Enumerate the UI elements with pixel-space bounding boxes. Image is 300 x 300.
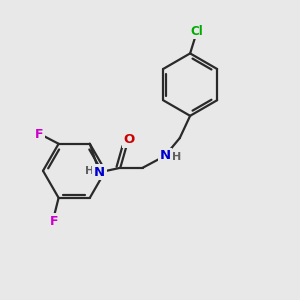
Text: N: N bbox=[159, 149, 170, 162]
Text: F: F bbox=[50, 214, 58, 227]
Text: H: H bbox=[85, 167, 94, 176]
Text: F: F bbox=[35, 128, 44, 141]
Text: Cl: Cl bbox=[190, 25, 203, 38]
Text: O: O bbox=[124, 133, 135, 146]
Text: H: H bbox=[172, 152, 181, 162]
Text: N: N bbox=[94, 166, 105, 179]
